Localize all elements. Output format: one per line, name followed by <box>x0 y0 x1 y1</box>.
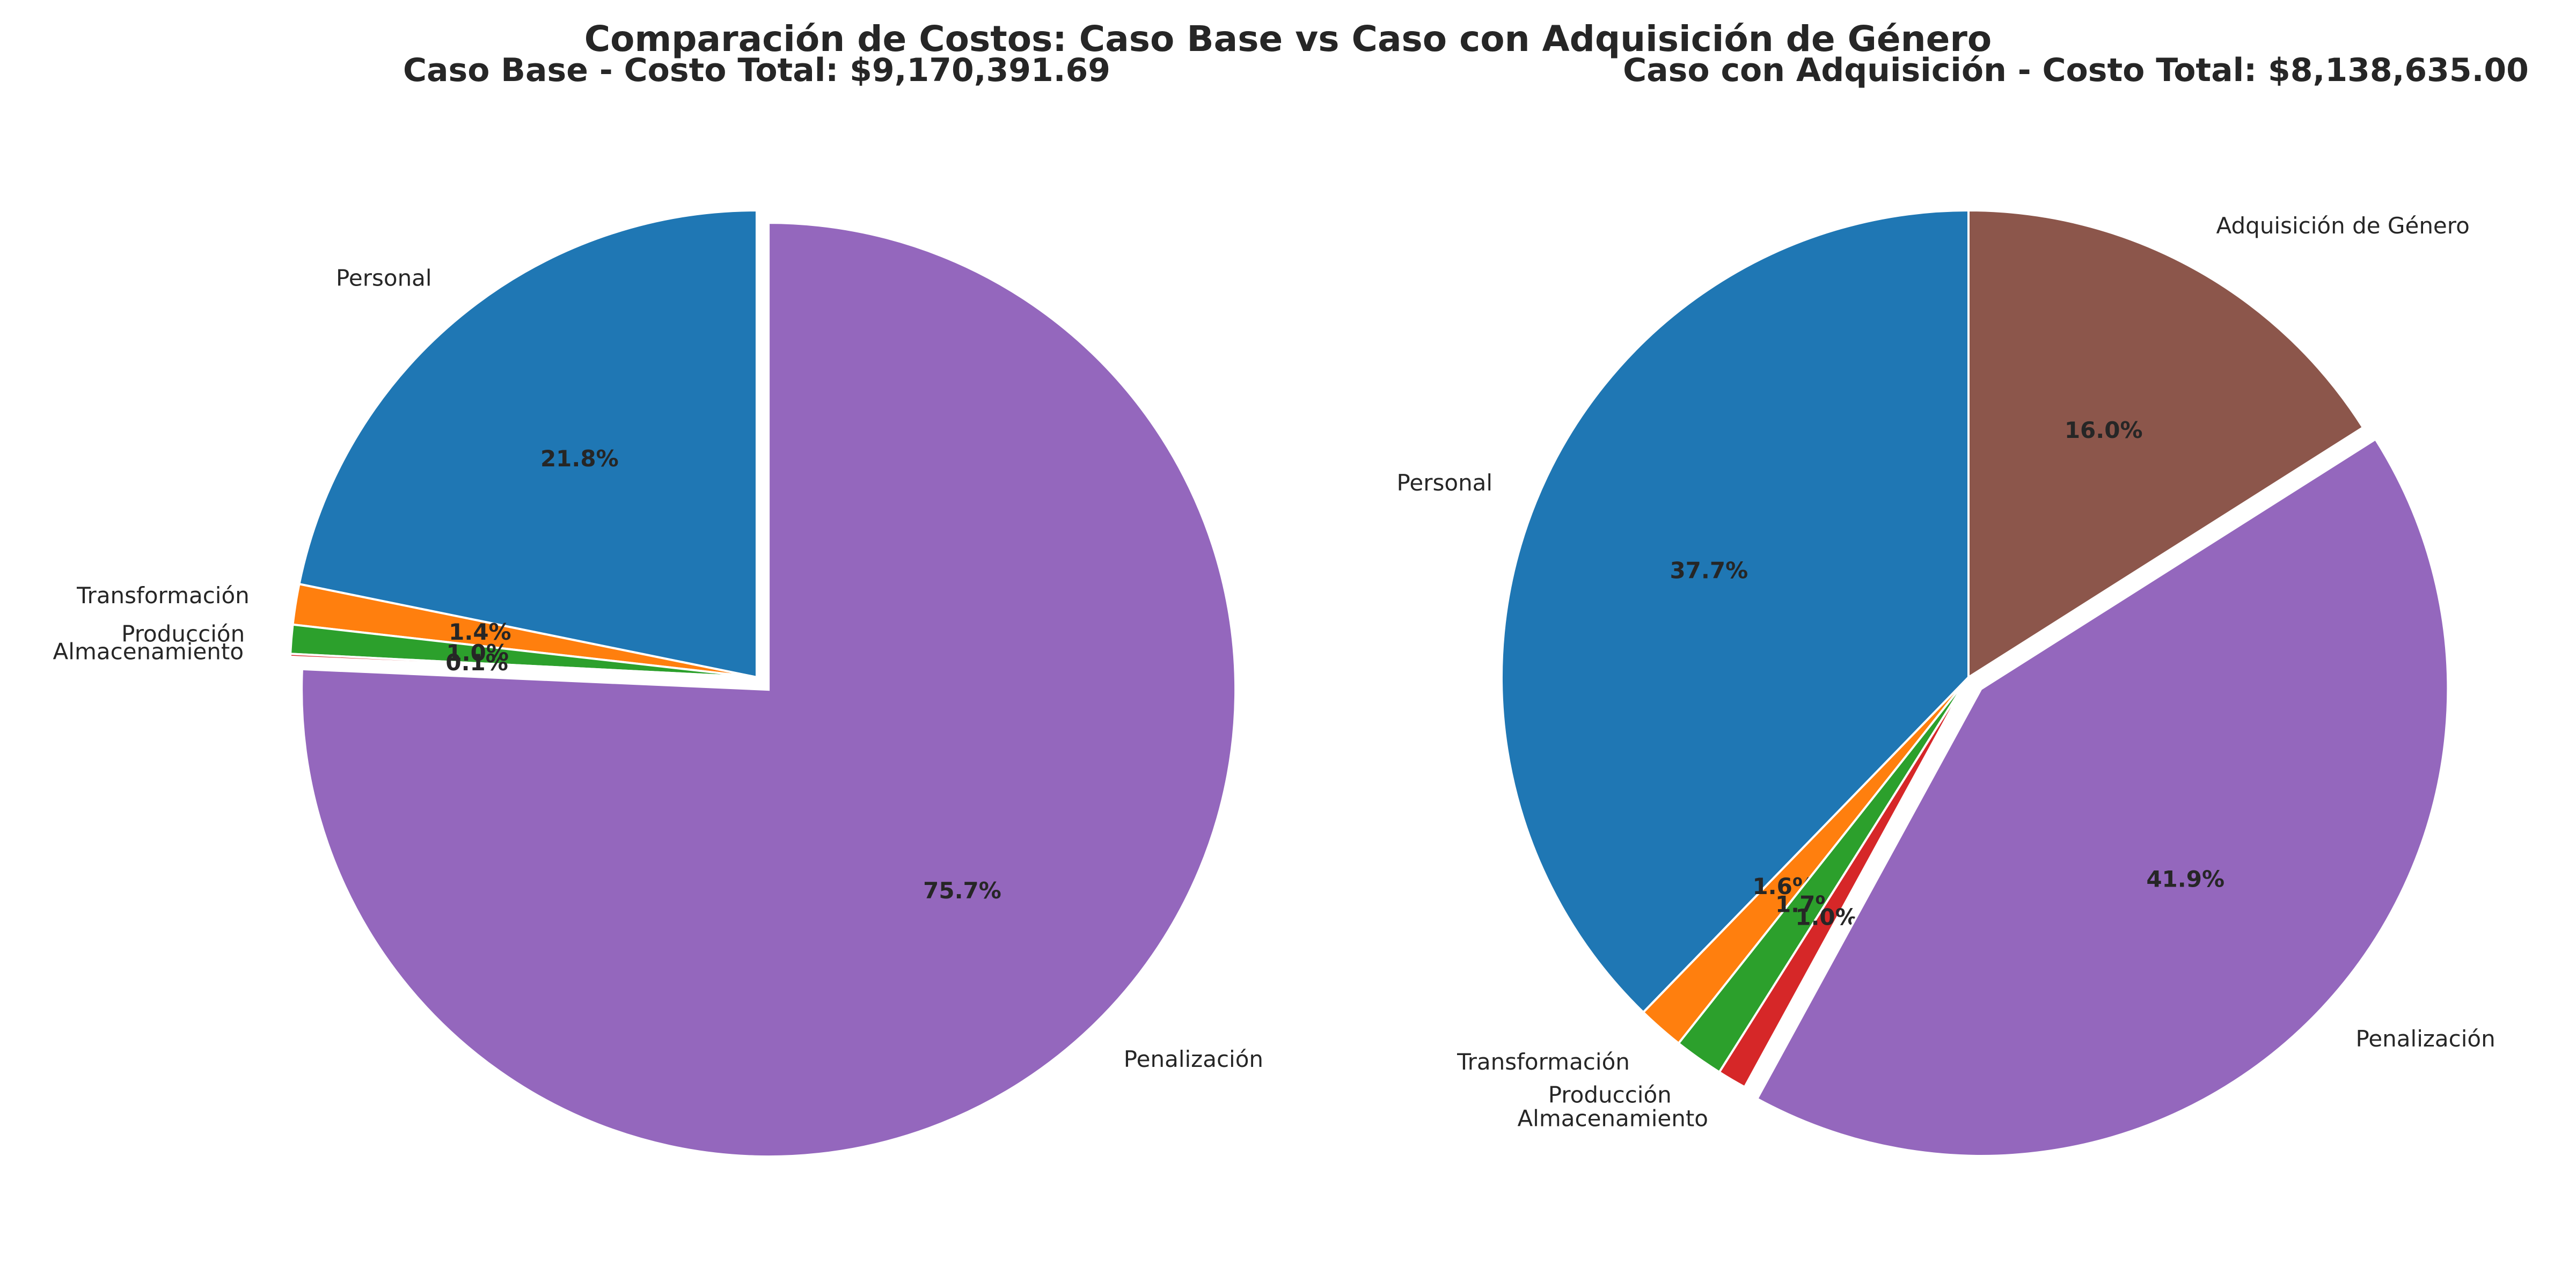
pie-0-label-penalizacion: Penalización <box>1124 1046 1263 1072</box>
pie-1-slice-almacenamiento <box>1717 676 1970 1089</box>
pie-0-slice-personal <box>298 209 758 679</box>
pie-0-label-transformacion: Transformación <box>76 582 250 609</box>
pie-1-label-adquisicion-de-genero: Adquisición de Género <box>2216 213 2470 239</box>
pie-0-label-personal: Personal <box>336 265 432 291</box>
pie-1-slice-personal <box>1501 209 1970 1014</box>
pie-1-label-produccion: Producción <box>1548 1081 1672 1108</box>
pie-title-caso-base: Caso Base - Costo Total: $9,170,391.69 <box>402 52 1111 89</box>
pie-1-slice-adquisicion-de-genero <box>1967 209 2365 679</box>
pie-0-pct-transformacion: 1.4% <box>449 619 511 645</box>
pie-0-slice-almacenamiento <box>289 653 757 678</box>
pie-0-label-produccion: Producción <box>121 620 245 647</box>
pie-1-label-penalizacion: Penalización <box>2356 1026 2496 1052</box>
pie-0: Personal 21.8% Transformación 1.4% Producció… <box>53 209 1263 1158</box>
pie-0-label-almacenamiento: Almacenamiento <box>53 638 244 664</box>
pie-1-label-almacenamiento: Almacenamiento <box>1517 1106 1708 1132</box>
pie-1-pct-almacenamiento: 1.0% <box>1795 904 1857 931</box>
pie-0-pct-personal: 21.8% <box>540 445 619 472</box>
pie-1-pct-penalizacion: 41.9% <box>2146 866 2224 892</box>
pie-1-pct-personal: 37.7% <box>1670 557 1748 583</box>
pie-title-caso-adquisicion: Caso con Adquisición - Costo Total: $8,1… <box>1623 52 2529 89</box>
pie-1-slice-penalizacion <box>1755 437 2449 1157</box>
pie-1-pct-adquisicion-de-genero: 16.0% <box>2065 417 2143 443</box>
pie-1: Personal37.7%Transformación1.6%Producció… <box>1397 209 2496 1157</box>
pie-1-label-personal: Personal <box>1397 470 1493 496</box>
pie-1-label-transformacion: Transformación <box>1457 1049 1630 1075</box>
pie-0-pct-penalizacion: 75.7% <box>923 877 1001 904</box>
pie-0-slice-penalizacion <box>301 222 1237 1158</box>
figure-title: Comparación de Costos: Caso Base vs Caso… <box>584 18 1992 60</box>
pie-0-pct-almacenamiento: 0.1% <box>445 649 508 676</box>
